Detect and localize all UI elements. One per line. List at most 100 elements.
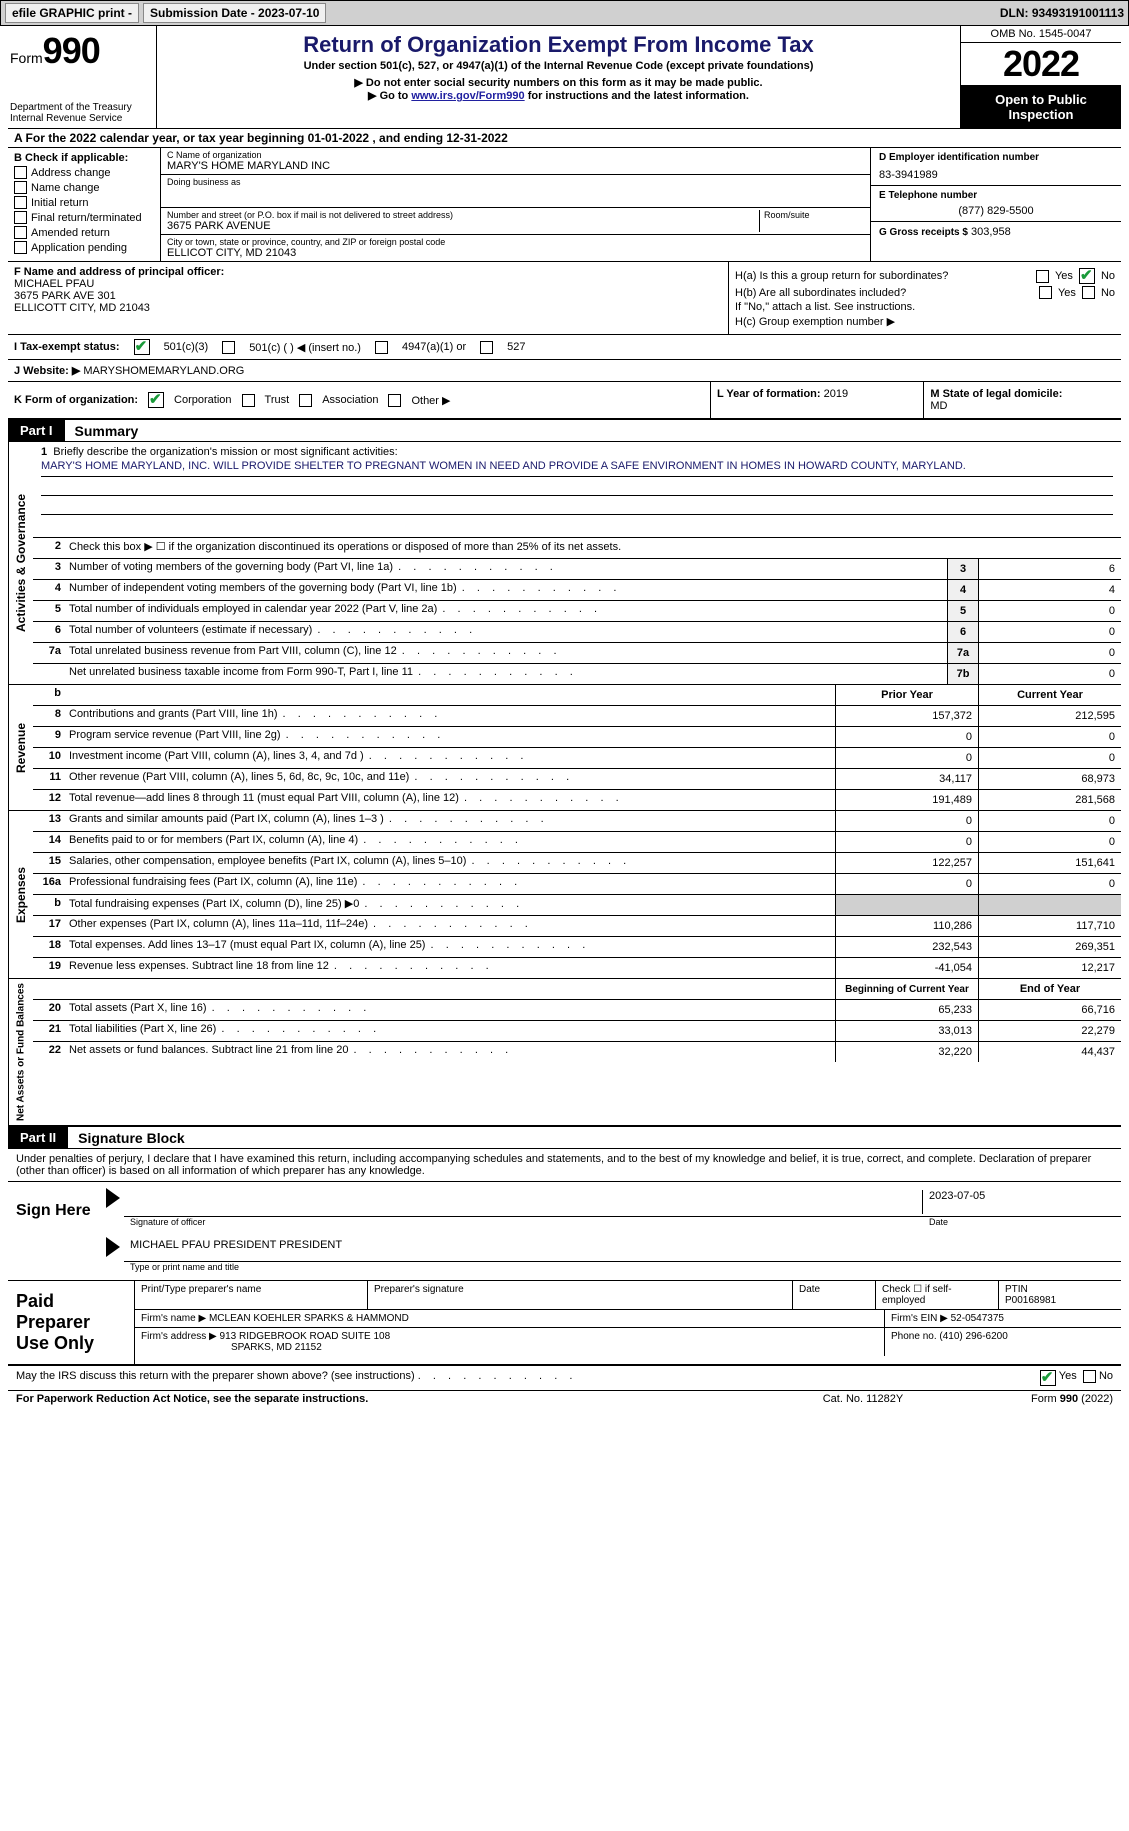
netassets-vert-label: Net Assets or Fund Balances <box>8 979 33 1125</box>
row-text: Total number of volunteers (estimate if … <box>65 622 947 642</box>
checkbox[interactable] <box>14 226 27 239</box>
officer-print-name: MICHAEL PFAU PRESIDENT PRESIDENT <box>130 1239 342 1259</box>
prior-value: 65,233 <box>835 1000 978 1020</box>
part-2-header: Part II Signature Block <box>8 1127 1121 1149</box>
discuss-no: No <box>1099 1370 1113 1386</box>
hb-no-checkbox[interactable] <box>1082 286 1095 299</box>
prior-value: 0 <box>835 832 978 852</box>
ha-yes: Yes <box>1055 270 1073 282</box>
row-num: 19 <box>33 958 65 978</box>
assoc-checkbox[interactable] <box>299 394 312 407</box>
ein-value: 83-3941989 <box>879 169 1113 181</box>
goto-pre: ▶ Go to <box>368 90 411 102</box>
discuss-row: May the IRS discuss this return with the… <box>8 1366 1121 1391</box>
checkbox-label: Application pending <box>31 242 127 254</box>
other-checkbox[interactable] <box>388 394 401 407</box>
summary-row: 5Total number of individuals employed in… <box>33 601 1121 622</box>
footer-final: For Paperwork Reduction Act Notice, see … <box>8 1391 1121 1407</box>
part-1-tab: Part I <box>8 420 65 441</box>
current-value: 44,437 <box>978 1042 1121 1062</box>
summary-row: 21Total liabilities (Part X, line 26)33,… <box>33 1021 1121 1042</box>
row-box: 7b <box>947 664 978 684</box>
assoc-label: Association <box>322 394 378 406</box>
summary-row: 20Total assets (Part X, line 16)65,23366… <box>33 1000 1121 1021</box>
arrow-icon <box>106 1188 120 1208</box>
row-text: Total fundraising expenses (Part IX, col… <box>65 895 835 915</box>
501c-label: 501(c) ( ) ◀ (insert no.) <box>249 341 361 354</box>
prior-value: 34,117 <box>835 769 978 789</box>
begin-year-header: Beginning of Current Year <box>835 979 978 999</box>
section-bcd: B Check if applicable: Address changeNam… <box>8 148 1121 262</box>
discuss-yes-checkbox[interactable] <box>1040 1370 1056 1386</box>
current-value: 212,595 <box>978 706 1121 726</box>
summary-row: 3Number of voting members of the governi… <box>33 559 1121 580</box>
corp-checkbox[interactable] <box>148 392 164 408</box>
col-h-group: H(a) Is this a group return for subordin… <box>729 262 1121 334</box>
row-text: Investment income (Part VIII, column (A)… <box>65 748 835 768</box>
addr-value: 3675 PARK AVENUE <box>167 220 759 232</box>
firm-name-label: Firm's name ▶ <box>141 1313 206 1324</box>
501c3-checkbox[interactable] <box>134 339 150 355</box>
prep-name-header: Print/Type preparer's name <box>135 1281 368 1309</box>
prior-value: 122,257 <box>835 853 978 873</box>
summary-row: 17Other expenses (Part IX, column (A), l… <box>33 916 1121 937</box>
row-text: Total liabilities (Part X, line 26) <box>65 1021 835 1041</box>
checkbox[interactable] <box>14 211 27 224</box>
checkbox[interactable] <box>14 166 27 179</box>
row-text: Number of independent voting members of … <box>65 580 947 600</box>
phone-value: (877) 829-5500 <box>879 205 1113 217</box>
summary-row: 9Program service revenue (Part VIII, lin… <box>33 727 1121 748</box>
firm-addr-label: Firm's address ▶ <box>141 1331 217 1342</box>
row-i-tax-status: I Tax-exempt status: 501(c)(3) 501(c) ( … <box>8 335 1121 360</box>
officer-addr2: ELLICOTT CITY, MD 21043 <box>14 302 722 314</box>
form-header: Form990 Department of the Treasury Inter… <box>8 26 1121 129</box>
trust-checkbox[interactable] <box>242 394 255 407</box>
hb-yes-checkbox[interactable] <box>1039 286 1052 299</box>
submission-date-button[interactable]: Submission Date - 2023-07-10 <box>143 3 326 23</box>
row-num: 3 <box>33 559 65 579</box>
checkbox[interactable] <box>14 196 27 209</box>
colb-option: Application pending <box>14 241 154 254</box>
corp-label: Corporation <box>174 394 231 406</box>
row-num: 15 <box>33 853 65 873</box>
row-j-website: J Website: ▶ MARYSHOMEMARYLAND.ORG <box>8 360 1121 382</box>
efile-print-button[interactable]: efile GRAPHIC print - <box>5 3 139 23</box>
row-text: Grants and similar amounts paid (Part IX… <box>65 811 835 831</box>
revenue-header-row: b Prior Year Current Year <box>33 685 1121 706</box>
current-value: 0 <box>978 874 1121 894</box>
tax-status-label: I Tax-exempt status: <box>14 341 120 353</box>
row-num: 11 <box>33 769 65 789</box>
room-label: Room/suite <box>764 210 864 220</box>
firm-phone-label: Phone no. <box>891 1331 937 1342</box>
prep-selfemp-header: Check ☐ if self-employed <box>876 1281 999 1309</box>
cat-no: Cat. No. 11282Y <box>763 1393 963 1405</box>
firm-addr1: 913 RIDGEBROOK ROAD SUITE 108 <box>220 1331 391 1342</box>
discuss-no-checkbox[interactable] <box>1083 1370 1096 1383</box>
tax-year: 2022 <box>961 43 1121 86</box>
colb-option: Name change <box>14 181 154 194</box>
form-ref: Form 990 (2022) <box>963 1393 1113 1405</box>
colb-option: Address change <box>14 166 154 179</box>
row-num: 4 <box>33 580 65 600</box>
website-value: MARYSHOMEMARYLAND.ORG <box>83 365 244 377</box>
4947-checkbox[interactable] <box>375 341 388 354</box>
checkbox[interactable] <box>14 181 27 194</box>
ha-no-checkbox[interactable] <box>1079 268 1095 284</box>
summary-row: 10Investment income (Part VIII, column (… <box>33 748 1121 769</box>
prior-value: 0 <box>835 727 978 747</box>
row-value: 0 <box>978 601 1121 621</box>
summary-row: Net unrelated business taxable income fr… <box>33 664 1121 684</box>
527-checkbox[interactable] <box>480 341 493 354</box>
print-name-label: Type or print name and title <box>130 1262 239 1272</box>
colb-option: Amended return <box>14 226 154 239</box>
501c-checkbox[interactable] <box>222 341 235 354</box>
note-goto: ▶ Go to www.irs.gov/Form990 for instruct… <box>163 89 954 102</box>
part-2-title: Signature Block <box>68 1130 185 1146</box>
checkbox[interactable] <box>14 241 27 254</box>
summary-row: 16aProfessional fundraising fees (Part I… <box>33 874 1121 895</box>
row-text: Professional fundraising fees (Part IX, … <box>65 874 835 894</box>
colb-option: Final return/terminated <box>14 211 154 224</box>
discuss-yes: Yes <box>1059 1370 1077 1386</box>
irs-link[interactable]: www.irs.gov/Form990 <box>411 90 524 102</box>
ha-yes-checkbox[interactable] <box>1036 270 1049 283</box>
